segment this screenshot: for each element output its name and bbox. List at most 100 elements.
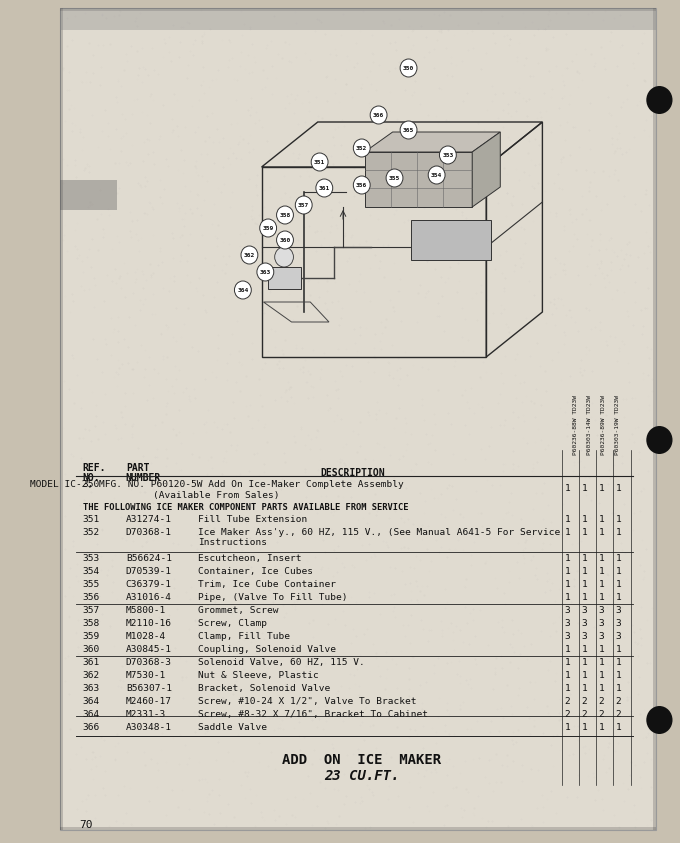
Text: 3: 3 xyxy=(565,619,571,628)
Text: P60303-19W TD23W: P60303-19W TD23W xyxy=(615,395,619,455)
Text: 3: 3 xyxy=(598,606,605,615)
Text: 2: 2 xyxy=(581,697,588,706)
Text: 1: 1 xyxy=(615,658,621,667)
Text: 3: 3 xyxy=(581,619,588,628)
Text: P60236-89W TD23W: P60236-89W TD23W xyxy=(600,395,606,455)
Text: P60303-14W TD23W: P60303-14W TD23W xyxy=(587,395,592,455)
Text: 3: 3 xyxy=(565,632,571,641)
Text: 356: 356 xyxy=(356,182,367,187)
Text: Clamp, Fill Tube: Clamp, Fill Tube xyxy=(198,632,290,641)
Text: Screw, #10-24 X 1/2", Valve To Bracket: Screw, #10-24 X 1/2", Valve To Bracket xyxy=(198,697,416,706)
Circle shape xyxy=(235,281,252,299)
Text: 361: 361 xyxy=(319,185,330,191)
Text: 1: 1 xyxy=(565,515,571,524)
Circle shape xyxy=(354,176,370,194)
Text: 3: 3 xyxy=(598,619,605,628)
Text: 353: 353 xyxy=(83,554,100,563)
Text: 1: 1 xyxy=(615,528,621,537)
Text: 352: 352 xyxy=(83,528,100,537)
Text: M2460-17: M2460-17 xyxy=(126,697,172,706)
Text: Fill Tube Extension: Fill Tube Extension xyxy=(198,515,307,524)
Text: 354: 354 xyxy=(431,173,442,178)
Text: A30845-1: A30845-1 xyxy=(126,645,172,654)
Bar xyxy=(61,8,63,830)
Text: 361: 361 xyxy=(83,658,100,667)
Text: 1: 1 xyxy=(598,684,605,693)
Text: 357: 357 xyxy=(83,606,100,615)
Text: 356: 356 xyxy=(83,593,100,602)
Text: Trim, Ice Cube Container: Trim, Ice Cube Container xyxy=(198,580,336,589)
Text: NUMBER: NUMBER xyxy=(126,473,161,483)
Circle shape xyxy=(260,219,277,237)
Text: Grommet, Screw: Grommet, Screw xyxy=(198,606,278,615)
Text: 354: 354 xyxy=(83,567,100,576)
Text: 1: 1 xyxy=(565,723,571,732)
Text: 352: 352 xyxy=(356,146,367,151)
Text: D70368-1: D70368-1 xyxy=(126,528,172,537)
Text: 1: 1 xyxy=(598,723,605,732)
Circle shape xyxy=(277,231,293,249)
Text: 364: 364 xyxy=(83,710,100,719)
Text: M5800-1: M5800-1 xyxy=(126,606,166,615)
Circle shape xyxy=(275,247,293,267)
Text: 1: 1 xyxy=(615,554,621,563)
Text: 3: 3 xyxy=(598,632,605,641)
Text: 1: 1 xyxy=(581,645,588,654)
Bar xyxy=(61,8,656,11)
Text: Bracket, Solenoid Valve: Bracket, Solenoid Valve xyxy=(198,684,330,693)
Text: 366: 366 xyxy=(83,723,100,732)
Bar xyxy=(61,8,656,11)
Text: 1: 1 xyxy=(565,484,571,493)
Text: 358: 358 xyxy=(279,212,290,217)
Text: 1: 1 xyxy=(598,554,605,563)
Text: 1: 1 xyxy=(598,567,605,576)
Bar xyxy=(61,180,116,210)
Text: 3: 3 xyxy=(565,606,571,615)
Circle shape xyxy=(354,139,370,157)
Text: 1: 1 xyxy=(615,645,621,654)
Text: 3: 3 xyxy=(581,632,588,641)
Text: 355: 355 xyxy=(83,580,100,589)
Text: 2: 2 xyxy=(615,697,621,706)
Circle shape xyxy=(295,196,312,214)
Circle shape xyxy=(400,59,417,77)
Text: M2331-3: M2331-3 xyxy=(126,710,166,719)
Text: Solenoid Valve, 60 HZ, 115 V.: Solenoid Valve, 60 HZ, 115 V. xyxy=(198,658,364,667)
Text: 1: 1 xyxy=(565,580,571,589)
Text: 1: 1 xyxy=(581,515,588,524)
Text: 1: 1 xyxy=(615,580,621,589)
Circle shape xyxy=(400,121,417,139)
Text: DESCRIPTION: DESCRIPTION xyxy=(320,468,385,478)
Text: A31016-4: A31016-4 xyxy=(126,593,172,602)
Text: 23 CU.FT.: 23 CU.FT. xyxy=(324,769,399,783)
Text: 70: 70 xyxy=(79,820,92,830)
Text: 350: 350 xyxy=(403,66,414,71)
Bar xyxy=(268,267,301,289)
Circle shape xyxy=(439,146,456,164)
Text: P60236-88W TD23W: P60236-88W TD23W xyxy=(573,395,578,455)
Text: 364: 364 xyxy=(237,287,248,293)
Text: 1: 1 xyxy=(565,567,571,576)
Text: 1: 1 xyxy=(615,593,621,602)
Circle shape xyxy=(311,153,328,171)
Text: 1: 1 xyxy=(615,684,621,693)
Circle shape xyxy=(646,706,673,734)
Text: A30348-1: A30348-1 xyxy=(126,723,172,732)
Text: 2: 2 xyxy=(565,697,571,706)
Text: D70539-1: D70539-1 xyxy=(126,567,172,576)
Text: M2110-16: M2110-16 xyxy=(126,619,172,628)
Bar xyxy=(61,8,656,30)
Text: 1: 1 xyxy=(581,684,588,693)
Text: 363: 363 xyxy=(260,270,271,275)
Text: Pipe, (Valve To Fill Tube): Pipe, (Valve To Fill Tube) xyxy=(198,593,347,602)
Text: 1: 1 xyxy=(598,528,605,537)
Circle shape xyxy=(277,206,293,224)
Text: 3: 3 xyxy=(615,606,621,615)
Text: 1: 1 xyxy=(598,645,605,654)
Polygon shape xyxy=(364,132,500,152)
Text: NO.: NO. xyxy=(83,473,101,483)
Bar xyxy=(61,8,63,830)
Text: Instructions: Instructions xyxy=(198,538,267,547)
Text: 1: 1 xyxy=(581,723,588,732)
Text: 3: 3 xyxy=(581,606,588,615)
